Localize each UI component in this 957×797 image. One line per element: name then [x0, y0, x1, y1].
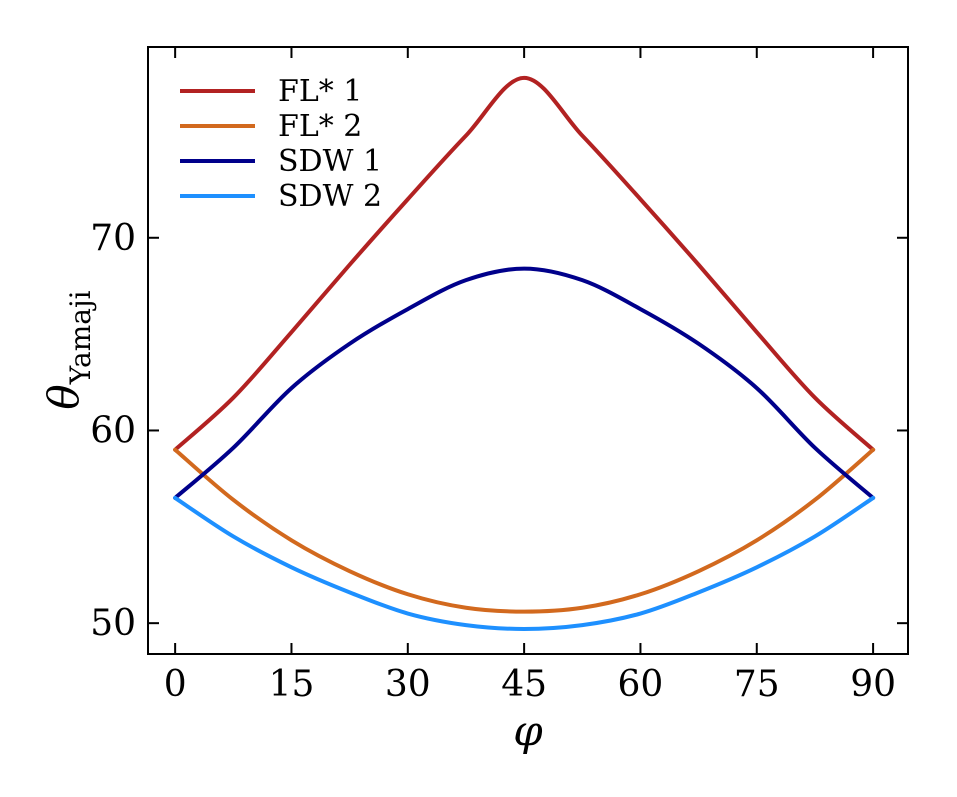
series-line-4: [173, 495, 876, 631]
y-axis-label-subscript: Yamaji: [64, 290, 97, 385]
x-tick-label: 0: [164, 664, 187, 705]
y-tick-label: 60: [90, 410, 136, 451]
legend-label-1: FL* 1: [278, 74, 362, 109]
x-axis-label: φ: [513, 706, 543, 755]
series-line-2: [173, 447, 876, 614]
y-axis-label-main: θ: [39, 384, 88, 409]
y-axis-label: θYamaji: [39, 290, 97, 409]
x-tick-label: 45: [501, 664, 547, 705]
y-tick-label: 70: [90, 218, 136, 259]
x-tick-label: 15: [269, 664, 315, 705]
x-tick-label: 30: [385, 664, 431, 705]
legend-label-3: SDW 1: [278, 144, 382, 179]
plot-frame: [147, 46, 909, 655]
series-line-1: [173, 75, 876, 452]
tick-layer: 0 15 30 45 60 75 90 50 60 70: [90, 47, 908, 705]
series-line-3: [173, 266, 876, 500]
series-layer: [173, 75, 876, 631]
x-tick-label: 75: [734, 664, 780, 705]
x-tick-label: 60: [618, 664, 664, 705]
legend-label-4: SDW 2: [278, 179, 382, 214]
x-tick-label: 90: [850, 664, 896, 705]
y-tick-label: 50: [90, 603, 136, 644]
legend-label-2: FL* 2: [278, 109, 362, 144]
